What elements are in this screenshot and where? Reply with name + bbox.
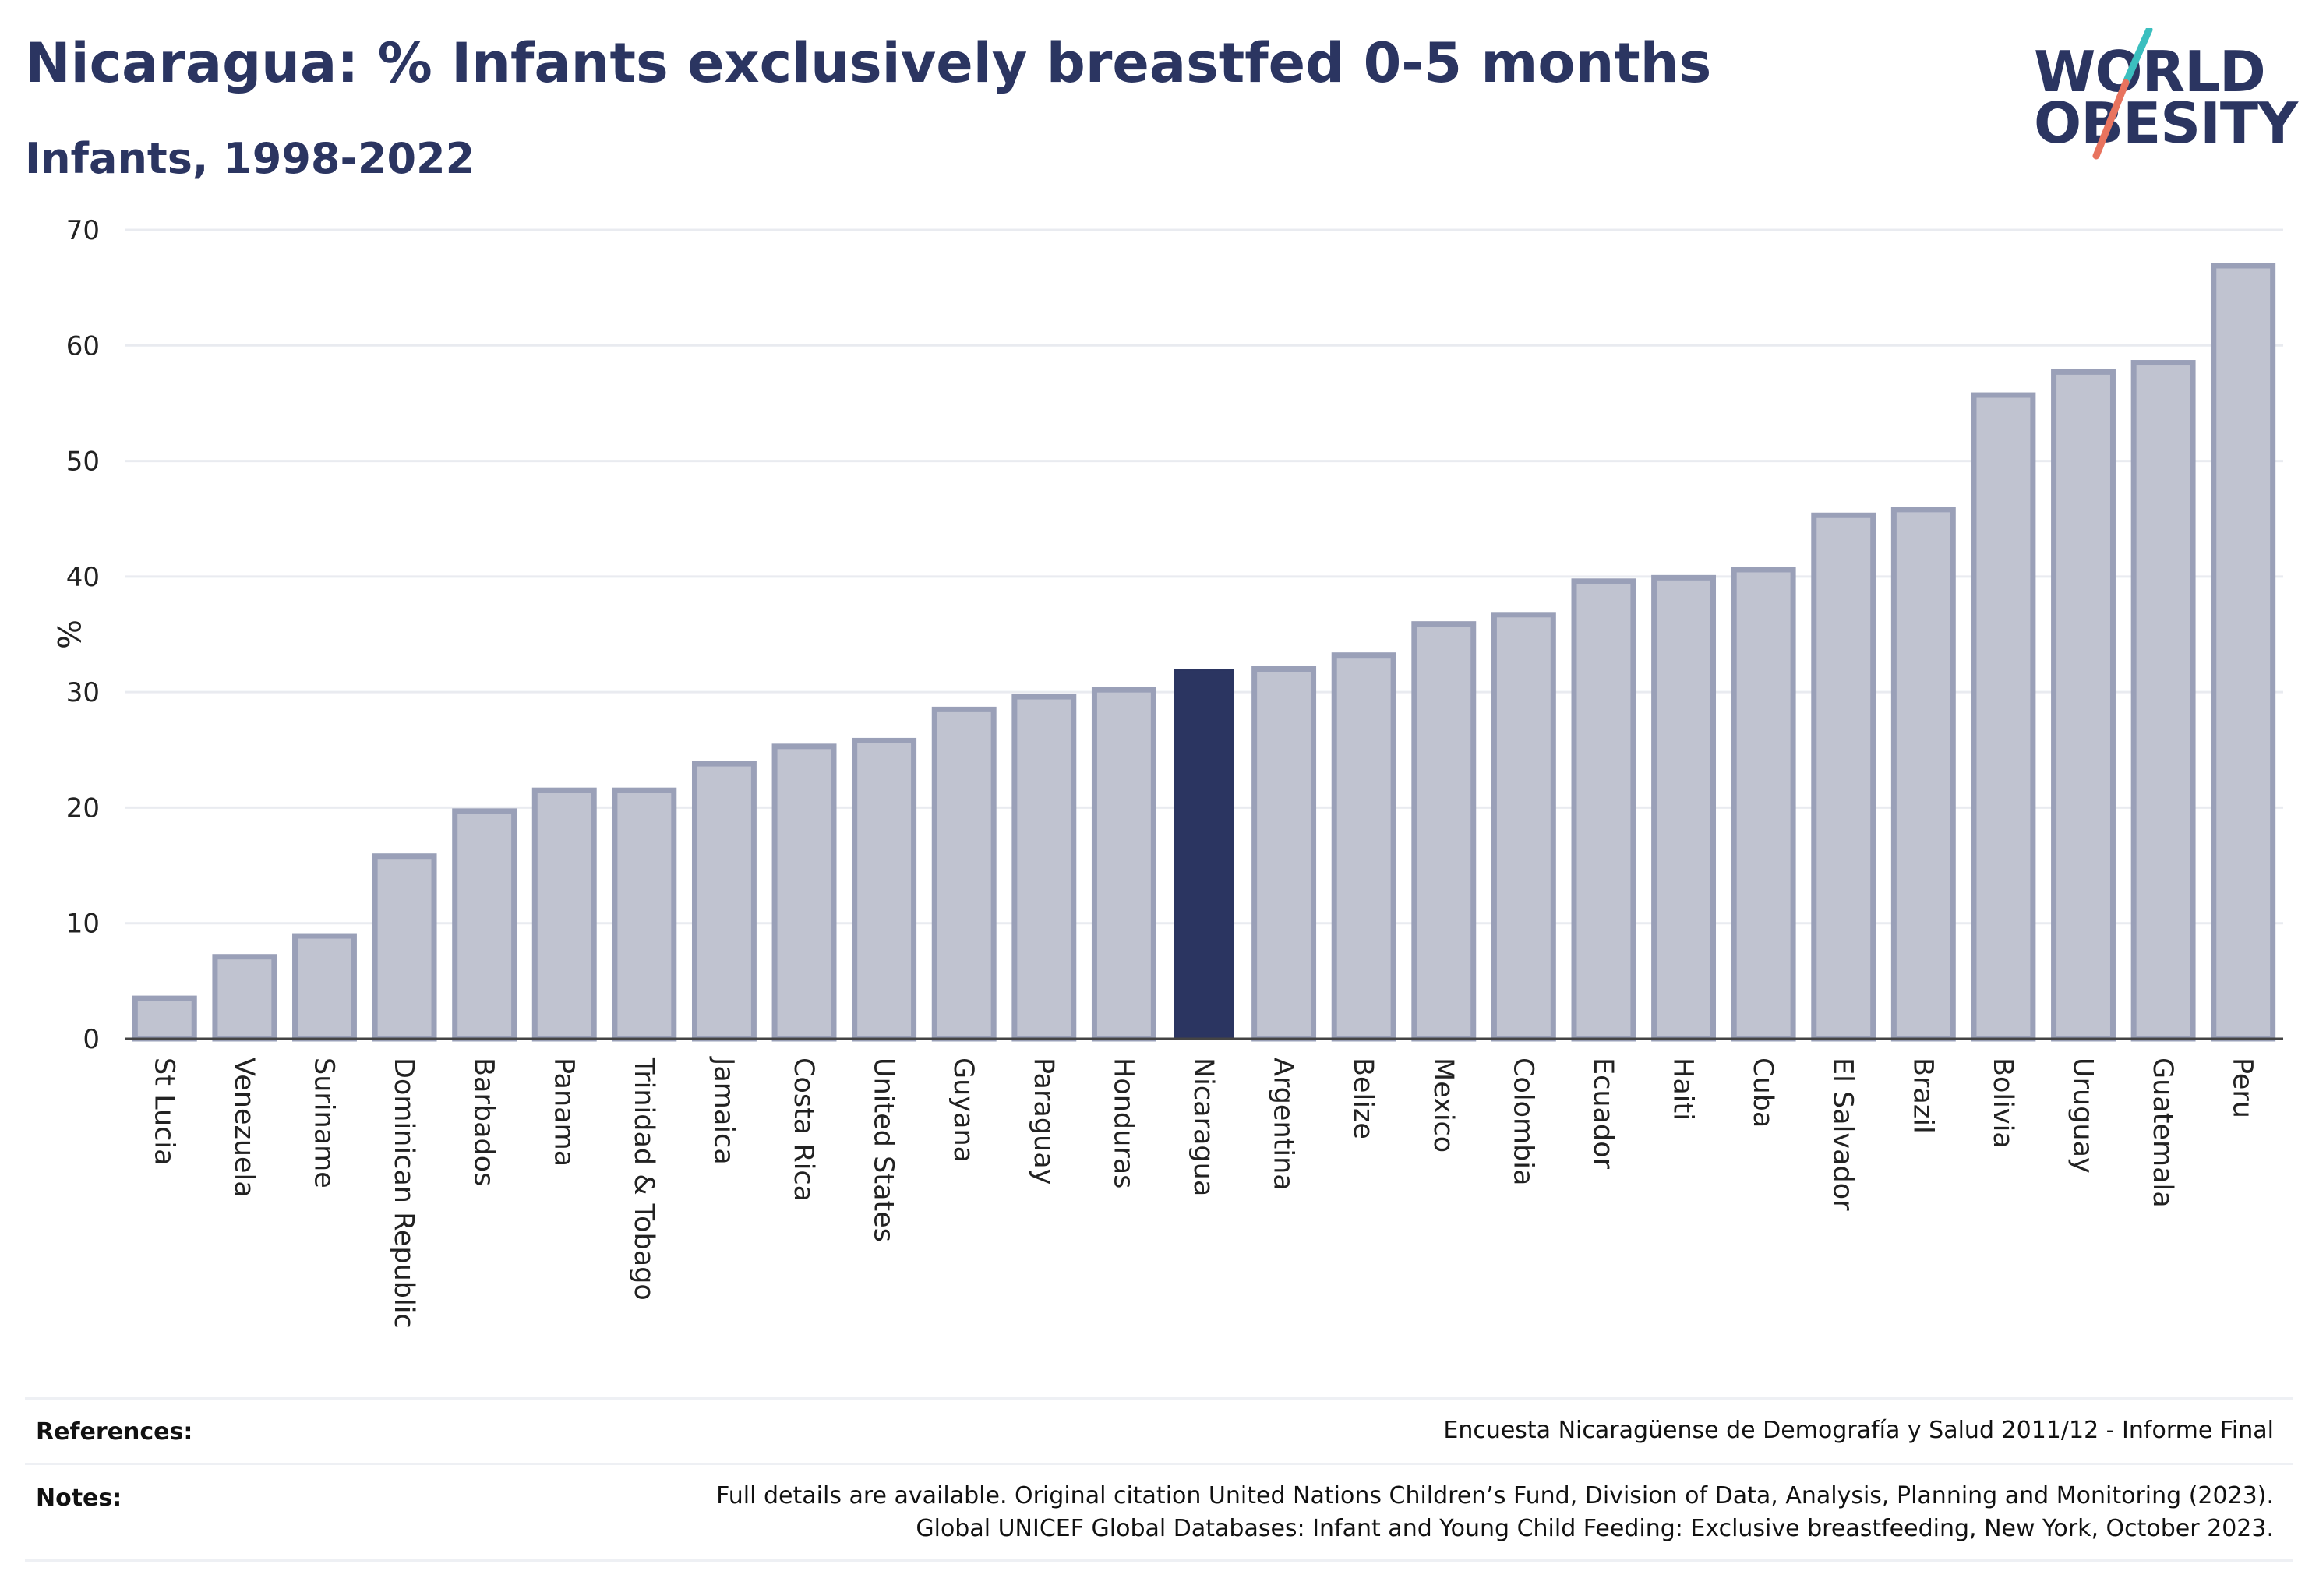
bar-panama[interactable] bbox=[531, 787, 597, 1042]
chart-title: Nicaragua: % Infants exclusively breastf… bbox=[25, 31, 1712, 95]
x-tick-label: Barbados bbox=[468, 1058, 499, 1186]
y-tick-label: 10 bbox=[66, 909, 100, 940]
y-tick-label: 50 bbox=[66, 447, 100, 478]
x-tick-label: Colombia bbox=[1507, 1058, 1538, 1185]
bar-dominican-republic[interactable] bbox=[372, 853, 437, 1042]
bar-suriname[interactable] bbox=[292, 933, 357, 1042]
x-tick-label: Honduras bbox=[1107, 1058, 1138, 1188]
logo-line-world: WORLD bbox=[2034, 39, 2266, 104]
bar-trinidad-tobago[interactable] bbox=[612, 787, 677, 1042]
bar-venezuela[interactable] bbox=[212, 954, 277, 1042]
x-tick-label: Haiti bbox=[1668, 1058, 1699, 1121]
x-tick-label: United States bbox=[868, 1058, 899, 1242]
bar-bolivia[interactable] bbox=[1971, 392, 2036, 1042]
bar-brazil[interactable] bbox=[1890, 507, 1956, 1042]
world-obesity-logo: WORLD OBESITY bbox=[2034, 28, 2298, 168]
bar-argentina[interactable] bbox=[1251, 666, 1317, 1042]
x-tick-label: Brazil bbox=[1907, 1058, 1938, 1134]
x-tick-label: St Lucia bbox=[148, 1058, 179, 1166]
bar-costa-rica[interactable] bbox=[771, 743, 837, 1042]
y-tick-label: 20 bbox=[66, 793, 100, 824]
x-tick-label: Peru bbox=[2227, 1058, 2258, 1118]
bar-chart: 0 10 20 30 40 50 60 70 St Lucia Venezuela Surinam… bbox=[50, 215, 2283, 1329]
footer-divider-bottom bbox=[25, 1559, 2293, 1562]
notes-label: Notes: bbox=[36, 1485, 122, 1512]
y-tick-label: 0 bbox=[83, 1024, 100, 1055]
bar-jamaica[interactable] bbox=[691, 761, 757, 1042]
x-tick-label: Panama bbox=[548, 1058, 579, 1167]
y-axis-label: % bbox=[50, 620, 86, 649]
x-tick-label: Cuba bbox=[1747, 1058, 1778, 1128]
x-tick-label: Guatemala bbox=[2147, 1058, 2178, 1208]
x-tick-label: Uruguay bbox=[2067, 1058, 2099, 1174]
notes-line-2: Global UNICEF Global Databases: Infant a… bbox=[916, 1515, 2274, 1542]
footer-divider-middle bbox=[25, 1463, 2293, 1465]
references-text: Encuesta Nicaragüense de Demografía y Sa… bbox=[1443, 1417, 2274, 1444]
x-tick-label: Mexico bbox=[1428, 1058, 1459, 1153]
x-tick-label: Nicaragua bbox=[1188, 1058, 1219, 1196]
bar-st-lucia[interactable] bbox=[132, 995, 197, 1042]
x-tick-label: El Salvador bbox=[1827, 1058, 1858, 1211]
x-tick-label: Dominican Republic bbox=[388, 1058, 419, 1329]
bar-belize[interactable] bbox=[1331, 652, 1396, 1042]
bar-ecuador[interactable] bbox=[1571, 578, 1636, 1042]
bar-honduras[interactable] bbox=[1091, 687, 1156, 1042]
y-tick-label: 40 bbox=[66, 562, 100, 593]
x-tick-label: Paraguay bbox=[1028, 1058, 1059, 1185]
logo-line-obesity: OBESITY bbox=[2034, 90, 2298, 156]
x-tick-label: Argentina bbox=[1268, 1058, 1299, 1191]
notes-line-1: Full details are available. Original cit… bbox=[716, 1482, 2274, 1509]
bars bbox=[132, 263, 2276, 1042]
bar-haiti[interactable] bbox=[1651, 574, 1717, 1042]
bar-el-salvador[interactable] bbox=[1811, 512, 1876, 1042]
references-label: References: bbox=[36, 1418, 193, 1446]
bar-united-states[interactable] bbox=[852, 737, 917, 1042]
x-tick-label: Trinidad & Tobago bbox=[628, 1057, 659, 1301]
bar-barbados[interactable] bbox=[452, 808, 517, 1042]
bar-nicaragua[interactable] bbox=[1174, 669, 1234, 1040]
x-tick-label: Costa Rica bbox=[788, 1058, 819, 1202]
bar-uruguay[interactable] bbox=[2051, 369, 2116, 1042]
y-tick-label: 30 bbox=[66, 677, 100, 708]
logo-slash-icon bbox=[2092, 28, 2153, 160]
bar-peru[interactable] bbox=[2211, 263, 2276, 1042]
x-tick-label: Jamaica bbox=[708, 1056, 739, 1165]
bar-paraguay[interactable] bbox=[1011, 694, 1077, 1042]
y-tick-label: 70 bbox=[66, 215, 100, 246]
x-tick-label: Belize bbox=[1347, 1058, 1378, 1139]
bar-cuba[interactable] bbox=[1731, 567, 1796, 1042]
x-tick-label: Suriname bbox=[308, 1058, 339, 1188]
x-tick-label: Bolivia bbox=[1987, 1058, 2018, 1149]
x-tick-label: Venezuela bbox=[228, 1058, 259, 1198]
footer-divider-top bbox=[25, 1397, 2293, 1400]
bar-mexico[interactable] bbox=[1411, 621, 1477, 1042]
bar-colombia[interactable] bbox=[1491, 612, 1556, 1042]
x-axis-labels: St Lucia Venezuela Suriname Dominican Repub… bbox=[148, 1056, 2257, 1329]
bar-guatemala[interactable] bbox=[2130, 360, 2196, 1042]
y-tick-label: 60 bbox=[66, 330, 100, 362]
x-tick-label: Ecuador bbox=[1587, 1058, 1618, 1170]
notes-text: Full details are available. Original cit… bbox=[716, 1480, 2274, 1545]
y-axis-ticks: 0 10 20 30 40 50 60 70 bbox=[66, 215, 100, 1055]
chart-subtitle: Infants, 1998-2022 bbox=[25, 134, 475, 183]
bar-guyana[interactable] bbox=[931, 706, 997, 1042]
x-tick-label: Guyana bbox=[948, 1058, 979, 1163]
